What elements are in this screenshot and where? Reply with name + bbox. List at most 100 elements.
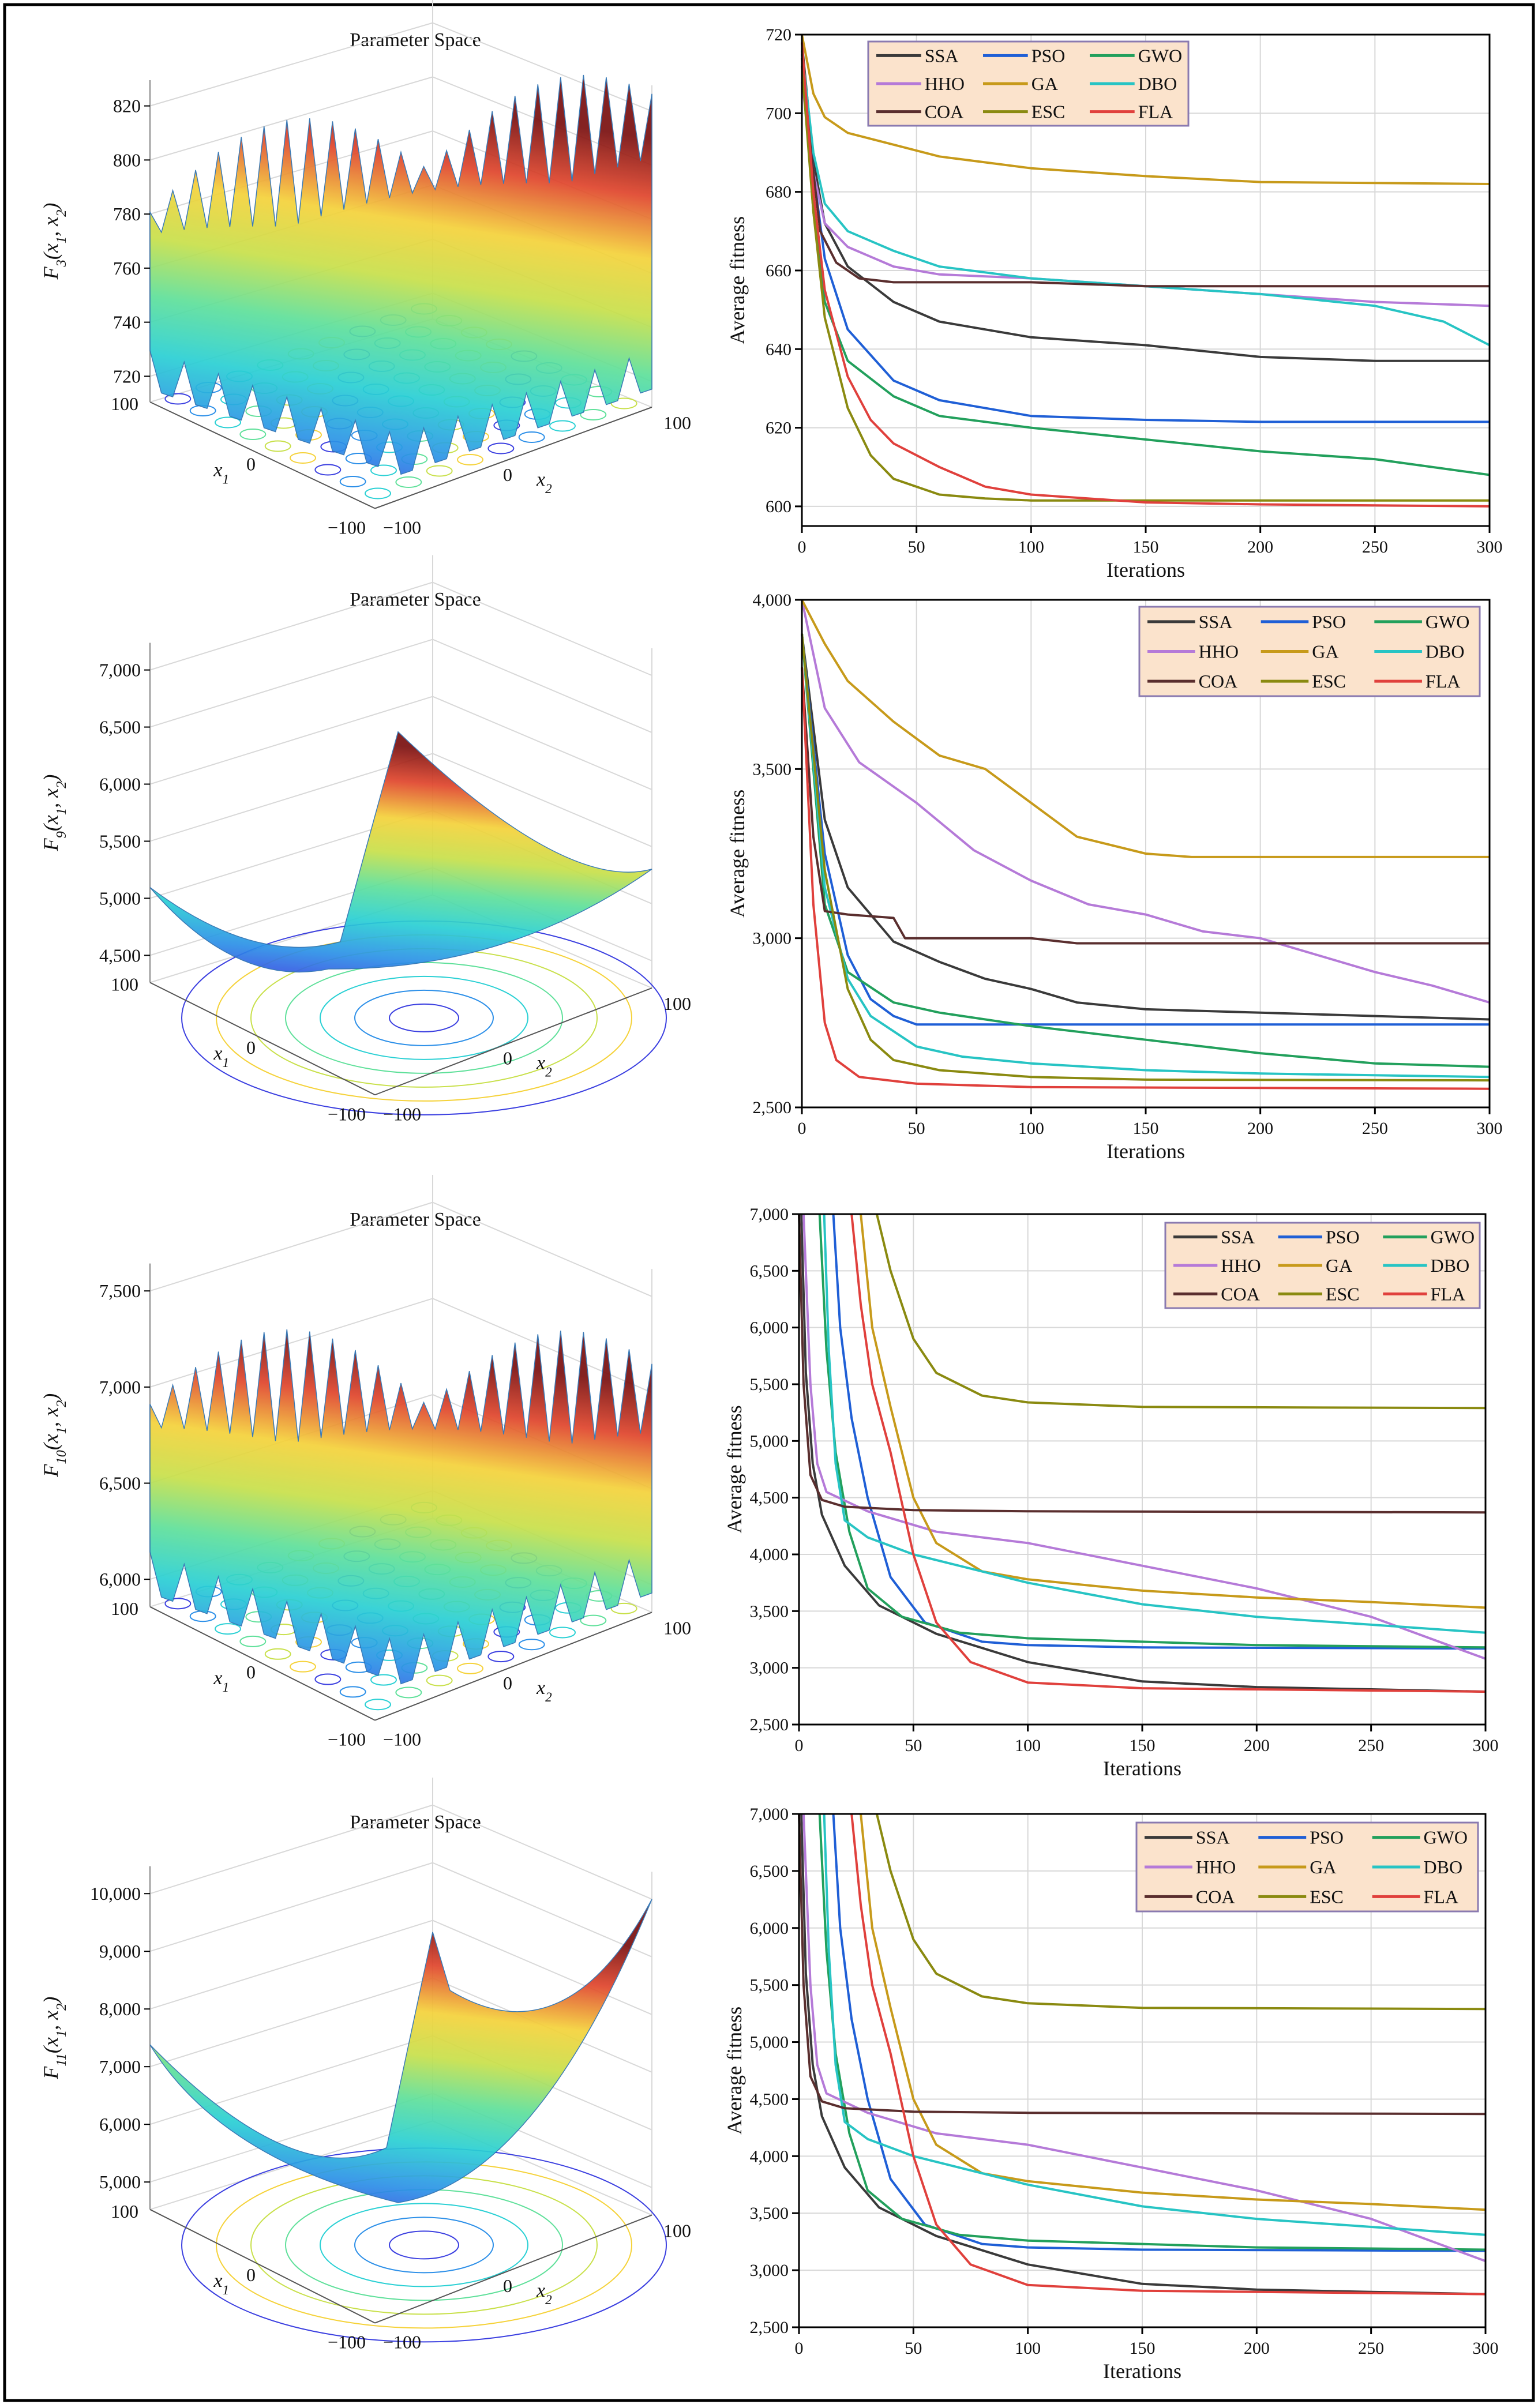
contour-ring <box>610 1602 637 1614</box>
legend-label-COA: COA <box>1199 671 1238 692</box>
legend-label-FLA: FLA <box>1426 671 1460 692</box>
y-tick-label: 640 <box>766 340 791 359</box>
legend-label-COA: COA <box>1221 1283 1260 1304</box>
z-axis-label: F9(x1, x2) <box>39 775 69 852</box>
contour-ring <box>339 476 366 487</box>
z-tick-label: 6,000 <box>99 774 141 795</box>
z-tick-label: 10,000 <box>90 1883 141 1904</box>
legend-box <box>867 40 1190 127</box>
wall-gridline <box>432 696 652 790</box>
contour-ring <box>395 476 422 488</box>
y-tick-label: 3,500 <box>750 1602 789 1621</box>
legend-label-PSO: PSO <box>1031 45 1066 66</box>
x2-tick-label: 0 <box>503 464 512 485</box>
x2-axis-label: x2 <box>536 1677 552 1705</box>
series-line-DBO <box>801 50 1490 347</box>
z-axis-label: F10(x1, x2) <box>39 1393 69 1478</box>
x2-tick-label: 100 <box>663 993 691 1014</box>
wall-gridline <box>149 2093 433 2183</box>
x-tick-label: 50 <box>908 1119 925 1138</box>
legend-label-ESC: ESC <box>1312 671 1346 692</box>
contour-ring <box>549 420 576 432</box>
legend-label-SSA: SSA <box>925 45 959 66</box>
contour-ring <box>285 961 563 1074</box>
wall-gridline <box>149 2035 433 2125</box>
x-tick-label: 300 <box>1473 2339 1499 2358</box>
x1-axis-label: x1 <box>213 2270 229 2298</box>
x2-tick-label: 100 <box>663 1617 691 1638</box>
legend-label-GA: GA <box>1312 641 1338 662</box>
x-tick-label: 100 <box>1018 1119 1044 1138</box>
legend: SSA PSO GWO HHO GA DBO COA ESC FLA <box>1135 1821 1479 1913</box>
x-tick-label: 200 <box>1244 1736 1270 1755</box>
wall-gridline <box>149 22 433 107</box>
contour-ring <box>549 1626 576 1639</box>
legend-label-HHO: HHO <box>1196 1857 1236 1877</box>
contour-ring <box>518 431 545 443</box>
x1-tick-label: −100 <box>328 2332 366 2353</box>
contour-floor <box>181 920 667 1115</box>
x1-axis-line <box>149 982 376 1096</box>
y-axis-label: Average fitness <box>723 1405 746 1533</box>
contour-ring <box>457 454 483 465</box>
series-line-COA <box>798 1813 1486 2116</box>
contour-ring <box>370 1674 397 1686</box>
contour-ring <box>290 1661 316 1673</box>
legend: SSA PSO GWO HHO GA DBO COA ESC FLA <box>1138 606 1481 697</box>
x1-tick-label: 0 <box>246 1662 256 1682</box>
x-tick-label: 250 <box>1358 2339 1384 2358</box>
contour-ring <box>239 1635 267 1647</box>
z-axis-label: F3(x1, x2) <box>39 203 69 280</box>
y-tick-label: 7,000 <box>750 1805 789 1824</box>
z-tick-label: 7,000 <box>99 2056 141 2077</box>
series-line-PSO <box>832 1813 1486 2252</box>
wall-gridline <box>149 1862 433 1952</box>
surface-title: Parameter Space <box>350 1209 481 1230</box>
legend-label-ESC: ESC <box>1310 1886 1344 1907</box>
surface-mesh <box>149 1329 652 1685</box>
contour-ring <box>426 465 453 477</box>
surface-plot-f3: Parameter Space 720 740 760 780 800 820 F3(x1, … <box>39 0 691 538</box>
z-tick-label: 740 <box>113 312 141 333</box>
x1-tick-label: 100 <box>111 2201 138 2222</box>
wall-gridline <box>149 753 433 842</box>
series-line-HHO <box>801 599 1490 1004</box>
series-line-PSO <box>801 633 1490 1026</box>
x1-tick-label: 100 <box>111 393 138 414</box>
series-line-GA <box>801 34 1490 185</box>
wall-gridline <box>432 1804 652 1900</box>
contour-ring <box>426 1674 453 1686</box>
contour-ring <box>320 975 528 1060</box>
series-line-HHO <box>801 81 1490 307</box>
x-axis-label: Iterations <box>1103 1757 1181 1780</box>
contour-ring <box>395 1686 422 1699</box>
x2-tick-label: −100 <box>383 517 421 538</box>
wall-gridline <box>149 1919 433 2010</box>
surface-plot-f11: Parameter Space 5,000 6,000 7,000 8,000 9,000… <box>39 1778 691 2353</box>
x1-tick-label: 0 <box>246 1037 256 1058</box>
x-tick-label: 250 <box>1358 1736 1384 1755</box>
x1-tick-label: 0 <box>246 453 256 474</box>
x-tick-label: 250 <box>1362 1119 1388 1138</box>
contour-ring <box>314 464 342 476</box>
y-tick-label: 4,000 <box>753 591 792 610</box>
legend-label-GA: GA <box>1031 73 1058 94</box>
series-line-ESC <box>875 1813 1486 2011</box>
x-tick-label: 300 <box>1477 538 1503 557</box>
legend-box <box>1135 1821 1479 1913</box>
y-tick-label: 6,500 <box>750 1261 789 1280</box>
legend-label-GA: GA <box>1326 1255 1352 1276</box>
z-tick-label: 6,500 <box>99 717 141 738</box>
legend-label-SSA: SSA <box>1199 611 1233 632</box>
surface-plot-f9: Parameter Space 4,500 5,000 5,500 6,000 6,500… <box>39 555 691 1124</box>
wall-gridline <box>432 581 652 677</box>
contour-ring <box>487 442 515 454</box>
legend: SSA PSO GWO HHO GA DBO COA ESC FLA <box>867 40 1190 127</box>
contour-ring <box>239 429 267 440</box>
x-tick-label: 150 <box>1133 538 1159 557</box>
contour-ring <box>518 1639 545 1651</box>
series-line-GWO <box>801 633 1490 1068</box>
z-tick-label: 7,500 <box>99 1280 141 1301</box>
z-tick-label: 5,000 <box>99 888 141 908</box>
surface-mesh <box>149 731 652 973</box>
